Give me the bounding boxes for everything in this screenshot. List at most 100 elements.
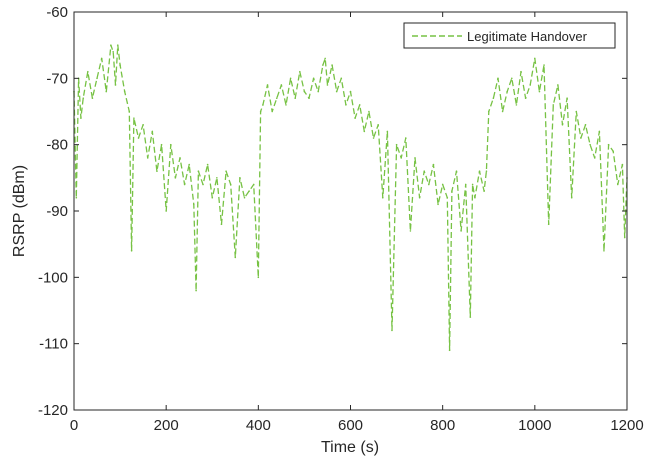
data-point <box>87 70 89 73</box>
data-point <box>589 143 591 146</box>
data-point <box>137 137 140 139</box>
data-point <box>621 163 624 166</box>
data-point <box>405 137 407 139</box>
data-point <box>391 329 393 332</box>
data-point <box>446 196 449 199</box>
data-point <box>506 90 508 93</box>
data-point <box>280 84 283 86</box>
x-tick-label: 800 <box>430 417 455 434</box>
data-point <box>377 123 379 126</box>
data-point <box>188 163 191 166</box>
data-point <box>197 170 200 172</box>
y-tick-label: -110 <box>39 336 68 353</box>
data-point <box>418 196 421 199</box>
data-point <box>584 123 587 126</box>
y-tick-label: -80 <box>46 137 68 154</box>
data-point <box>195 289 197 292</box>
data-point <box>156 170 158 172</box>
data-point <box>451 190 453 192</box>
data-point <box>464 183 467 186</box>
data-point <box>363 130 366 133</box>
data-point <box>561 123 564 126</box>
data-point <box>471 183 474 186</box>
data-point <box>372 137 375 139</box>
data-point <box>82 97 85 100</box>
data-point <box>259 110 262 113</box>
data-point <box>501 110 504 113</box>
data-point <box>603 250 605 252</box>
data-point <box>100 57 103 60</box>
data-point <box>130 250 133 252</box>
data-point <box>381 196 384 199</box>
data-point <box>409 230 412 232</box>
legend-entry-label: Legitimate Handover <box>467 29 588 44</box>
data-point <box>345 104 347 106</box>
data-point <box>395 143 398 146</box>
data-point <box>538 90 541 93</box>
data-point <box>220 223 223 226</box>
data-point <box>423 170 426 172</box>
data-point <box>165 210 167 212</box>
data-point <box>285 104 287 106</box>
x-tick-label: 1200 <box>610 417 643 434</box>
data-point <box>112 51 114 53</box>
x-axis-label: Time (s) <box>321 439 379 456</box>
data-point <box>547 223 550 226</box>
x-tick-label: 600 <box>338 417 363 434</box>
data-point <box>317 90 320 93</box>
data-point <box>474 196 476 199</box>
data-point <box>211 196 214 199</box>
data-point <box>202 183 204 186</box>
data-point <box>206 163 209 166</box>
data-point <box>266 84 269 86</box>
x-tick-label: 200 <box>154 417 179 434</box>
data-point <box>133 117 135 119</box>
data-point <box>225 170 227 172</box>
data-point <box>386 130 389 133</box>
data-point <box>326 84 329 86</box>
data-point <box>432 163 435 166</box>
data-point <box>248 190 250 192</box>
data-point <box>146 157 149 159</box>
data-point <box>441 183 444 186</box>
data-point <box>483 190 485 192</box>
data-point <box>580 137 582 139</box>
data-point <box>252 183 255 186</box>
data-point <box>169 143 172 146</box>
y-tick-label: -120 <box>38 402 68 419</box>
data-point <box>160 143 163 146</box>
data-point <box>239 177 241 179</box>
data-point <box>566 97 568 100</box>
data-point <box>485 170 488 172</box>
data-point <box>299 70 301 73</box>
data-point <box>75 196 78 199</box>
data-point <box>275 97 278 100</box>
data-point <box>114 84 117 86</box>
ticks-layer: 0 200 400 600 800 1000 1200 -60 -70 -80 -90 -100 -11… <box>38 4 644 434</box>
y-axis-label: RSRP (dBm) <box>11 165 28 257</box>
data-point <box>575 110 578 113</box>
data-point <box>294 97 297 100</box>
data-point <box>358 104 361 106</box>
data-point <box>414 157 416 159</box>
data-point <box>128 110 131 113</box>
x-tick-label: 400 <box>246 417 271 434</box>
data-point <box>340 77 343 80</box>
y-tick-label: -100 <box>38 269 68 286</box>
data-point <box>216 177 218 179</box>
data-point <box>151 130 154 133</box>
data-point <box>312 77 315 80</box>
data-point <box>322 64 324 66</box>
data-point <box>455 170 458 172</box>
data-point <box>142 123 144 126</box>
data-point <box>243 196 246 199</box>
data-point <box>289 77 292 80</box>
data-point <box>234 256 237 259</box>
data-point <box>469 316 472 318</box>
data-point <box>183 183 186 186</box>
data-point <box>123 90 126 93</box>
data-point <box>460 230 462 232</box>
data-point <box>593 157 596 159</box>
data-point <box>607 143 610 146</box>
